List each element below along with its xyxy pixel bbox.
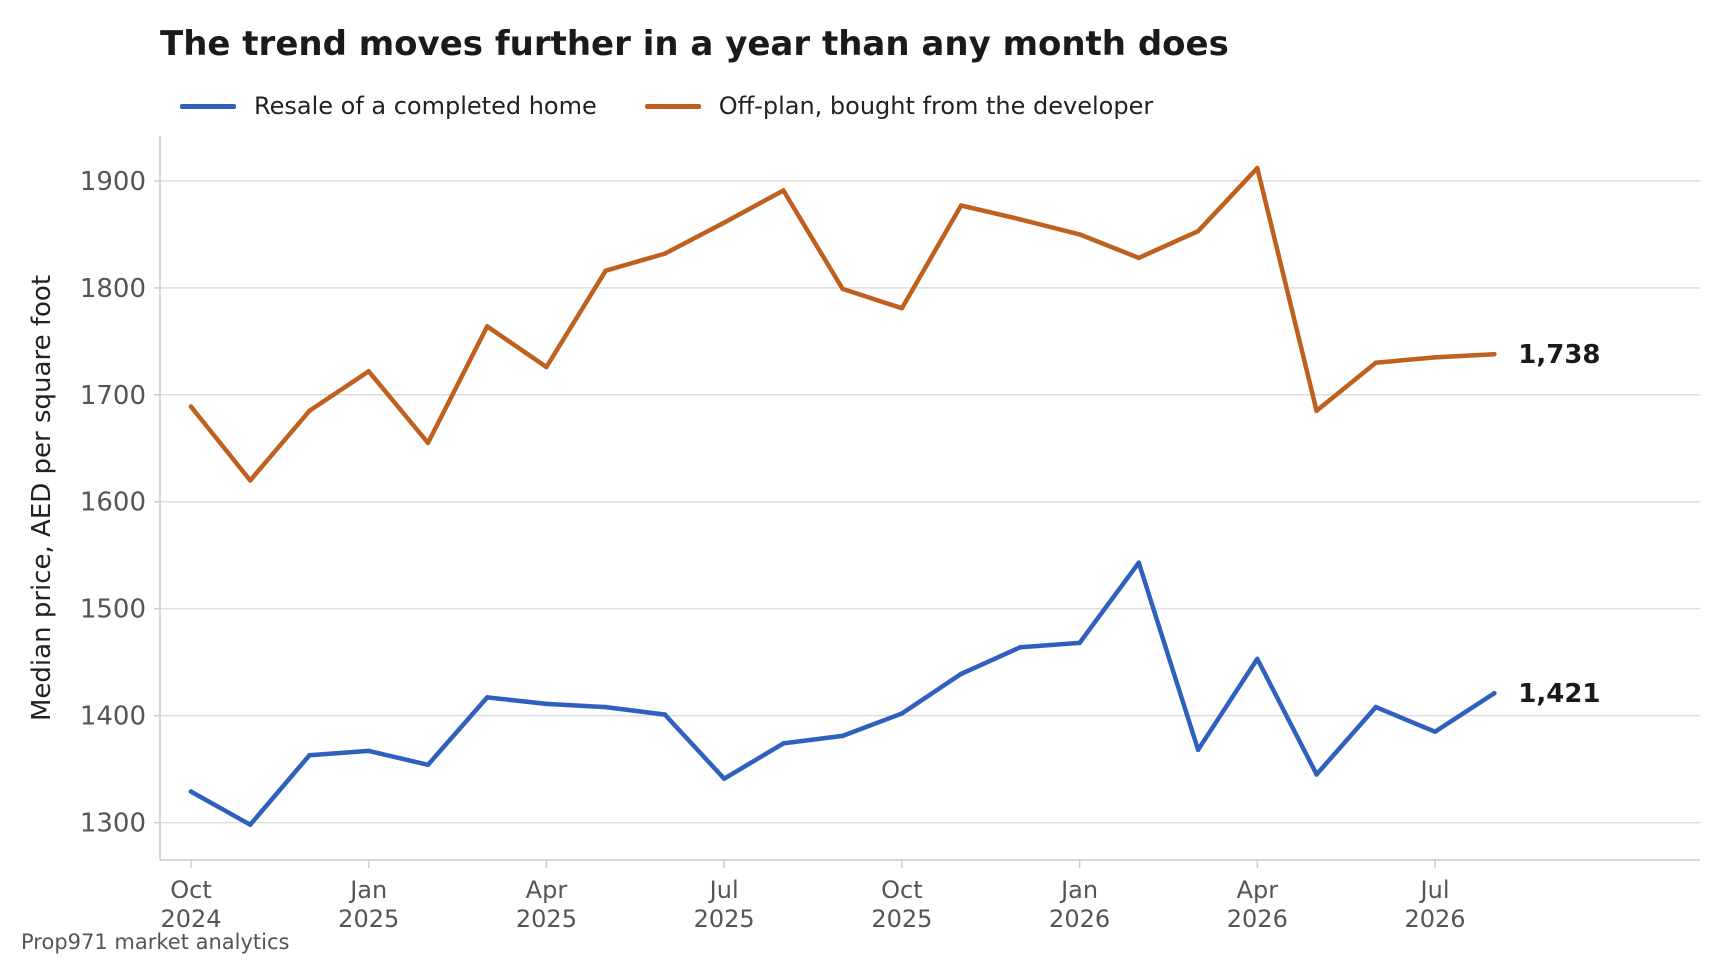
x-tick-month-6: Apr bbox=[1237, 876, 1279, 904]
y-axis-label: Median price, AED per square foot bbox=[27, 275, 57, 721]
x-tick-year-7: 2026 bbox=[1405, 905, 1466, 933]
x-tick-month-5: Jan bbox=[1059, 876, 1098, 904]
data-point-s1-0 bbox=[188, 404, 194, 409]
y-tick-label-1800: 1800 bbox=[80, 274, 146, 304]
data-point-s1-8 bbox=[662, 251, 668, 256]
data-point-s0-8 bbox=[662, 712, 668, 717]
end-value-label-0: 1,421 bbox=[1518, 679, 1600, 709]
y-tick-label-1500: 1500 bbox=[80, 595, 146, 625]
data-point-s0-16 bbox=[1136, 560, 1142, 566]
data-point-s0-7 bbox=[603, 704, 608, 710]
data-point-s0-12 bbox=[899, 711, 905, 716]
x-tick-year-5: 2026 bbox=[1049, 905, 1110, 933]
end-value-label-1: 1,738 bbox=[1518, 340, 1600, 370]
data-point-s0-14 bbox=[1018, 644, 1023, 650]
legend: Resale of a completed home Off-plan, bou… bbox=[180, 88, 1201, 124]
x-tick-year-6: 2026 bbox=[1227, 905, 1288, 933]
data-point-s1-5 bbox=[484, 324, 490, 329]
data-point-s1-12 bbox=[899, 305, 905, 311]
data-point-s0-20 bbox=[1373, 704, 1379, 710]
legend-item-resale: Resale of a completed home bbox=[180, 92, 597, 120]
data-point-s1-20 bbox=[1373, 360, 1379, 366]
data-point-s1-1 bbox=[247, 478, 253, 483]
x-tick-month-3: Jul bbox=[708, 876, 739, 904]
legend-item-offplan: Off-plan, bought from the developer bbox=[644, 92, 1154, 120]
legend-swatch-offplan bbox=[644, 103, 701, 109]
x-tick-month-4: Oct bbox=[881, 876, 923, 904]
data-point-s0-9 bbox=[721, 776, 727, 782]
x-tick-year-3: 2025 bbox=[694, 905, 755, 933]
data-point-s1-18 bbox=[1255, 165, 1260, 171]
x-tick-year-4: 2025 bbox=[871, 905, 932, 933]
data-point-s1-15 bbox=[1077, 232, 1082, 237]
x-tick-month-1: Jan bbox=[348, 876, 387, 904]
y-tick-label-1600: 1600 bbox=[80, 488, 146, 518]
y-tick-label-1400: 1400 bbox=[80, 702, 146, 732]
legend-label-offplan: Off-plan, bought from the developer bbox=[718, 92, 1154, 120]
data-point-s1-7 bbox=[603, 268, 608, 274]
data-point-s1-21 bbox=[1432, 355, 1438, 360]
data-point-s0-5 bbox=[484, 695, 490, 700]
x-tick-year-2: 2025 bbox=[516, 905, 577, 933]
source-note: Prop971 market analytics bbox=[21, 930, 290, 954]
data-point-s1-14 bbox=[1018, 217, 1023, 222]
data-point-s1-9 bbox=[721, 220, 727, 225]
data-point-s0-18 bbox=[1255, 656, 1260, 662]
data-point-s0-19 bbox=[1314, 772, 1319, 777]
data-point-s1-2 bbox=[307, 408, 312, 414]
legend-label-resale: Resale of a completed home bbox=[254, 92, 597, 120]
data-point-s0-0 bbox=[188, 789, 194, 794]
series-line-1 bbox=[188, 165, 1497, 483]
y-tick-label-1300: 1300 bbox=[80, 809, 146, 839]
x-tick-year-1: 2025 bbox=[338, 905, 399, 933]
data-point-s1-4 bbox=[425, 440, 431, 446]
data-point-s1-22 bbox=[1491, 351, 1497, 357]
data-point-s0-2 bbox=[307, 752, 312, 758]
data-point-s1-17 bbox=[1195, 228, 1201, 234]
data-point-s0-17 bbox=[1195, 747, 1201, 753]
legend-swatch-resale bbox=[180, 103, 236, 109]
data-point-s0-1 bbox=[247, 822, 253, 828]
chart-title: The trend moves further in a year than a… bbox=[160, 24, 1229, 64]
data-point-s0-22 bbox=[1491, 690, 1497, 696]
data-point-s0-21 bbox=[1432, 729, 1438, 734]
y-tick-label-1900: 1900 bbox=[80, 167, 146, 197]
x-tick-month-0: Oct bbox=[170, 876, 212, 904]
data-point-s1-19 bbox=[1314, 408, 1319, 414]
data-point-s0-3 bbox=[366, 748, 372, 754]
data-point-s1-13 bbox=[958, 203, 964, 208]
series-line-0 bbox=[188, 560, 1497, 827]
data-point-s0-13 bbox=[958, 671, 964, 677]
data-point-s1-11 bbox=[840, 286, 845, 292]
data-point-s1-3 bbox=[366, 368, 372, 374]
y-tick-label-1700: 1700 bbox=[80, 381, 146, 411]
data-point-s1-10 bbox=[781, 188, 786, 193]
x-tick-month-7: Jul bbox=[1419, 876, 1450, 904]
data-point-s0-11 bbox=[840, 733, 845, 739]
data-point-s0-6 bbox=[544, 701, 549, 707]
data-point-s1-6 bbox=[544, 364, 549, 370]
data-point-s0-15 bbox=[1077, 640, 1082, 646]
data-point-s1-16 bbox=[1136, 255, 1142, 261]
data-point-s0-4 bbox=[425, 762, 431, 768]
x-tick-month-2: Apr bbox=[526, 876, 568, 904]
data-point-s0-10 bbox=[781, 741, 786, 746]
x-tick-year-0: 2024 bbox=[160, 905, 221, 933]
